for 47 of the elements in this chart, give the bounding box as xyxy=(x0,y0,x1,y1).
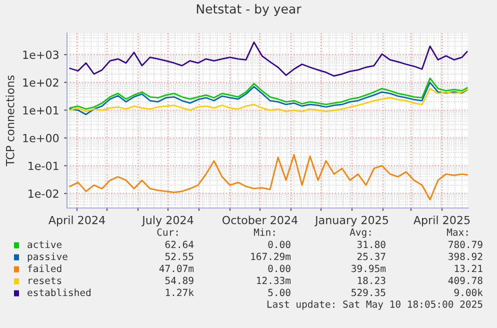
text: Last update: Sat May 10 18:05:00 2025 xyxy=(267,300,482,310)
text: 409.78 xyxy=(448,276,482,284)
text: 0.00 xyxy=(268,240,290,248)
line-series xyxy=(69,42,468,77)
text: 54.89 xyxy=(165,276,194,284)
legend-label: resets xyxy=(28,277,62,284)
text: 1.27k xyxy=(166,288,194,296)
y-tick-label: 1e+00 xyxy=(23,134,59,142)
text: 18.23 xyxy=(358,276,386,284)
line-series xyxy=(69,82,468,116)
text: 780.79 xyxy=(448,240,482,248)
text: 13.21 xyxy=(454,264,482,272)
text: 31.80 xyxy=(357,240,386,248)
text: 47.07m xyxy=(159,264,194,272)
text: Cur: xyxy=(157,228,178,236)
legend-label: established xyxy=(28,288,90,296)
text: 529.35 xyxy=(352,288,386,296)
x-tick-label: October 2024 xyxy=(222,216,298,224)
x-tick-label: July 2024 xyxy=(142,216,194,226)
legend-label: failed xyxy=(28,264,62,272)
x-tick-label: January 2025 xyxy=(314,216,388,226)
text: Avg: xyxy=(350,228,371,238)
line-series xyxy=(69,78,468,110)
chart-title: Netstat - by year xyxy=(196,4,302,16)
text: 167.29m xyxy=(251,252,291,260)
text: 12.33m xyxy=(257,276,291,284)
text: 9.00k xyxy=(454,288,483,296)
x-tick-label: April 2024 xyxy=(48,216,105,226)
text: 25.37 xyxy=(357,252,386,260)
text: 398.92 xyxy=(448,252,482,260)
text: 39.95m xyxy=(352,264,386,272)
y-axis-title: TCP connections xyxy=(6,75,14,166)
legend-label: passive xyxy=(28,252,68,262)
legend-label: active xyxy=(28,240,62,248)
y-tick-label: 1e+01 xyxy=(23,106,58,115)
x-tick-label: April 2025 xyxy=(413,216,470,226)
text: 62.64 xyxy=(165,240,194,248)
y-tick-label: 1e-01 xyxy=(28,162,58,170)
y-tick-label: 1e+03 xyxy=(23,50,58,59)
y-tick-label: 1e-02 xyxy=(28,189,58,198)
y-tick-label: 1e+02 xyxy=(23,78,58,87)
text: 52.55 xyxy=(165,252,194,260)
text: 0.00 xyxy=(268,264,290,272)
text: 5.00 xyxy=(268,288,290,296)
line-series xyxy=(69,88,468,112)
text: Min: xyxy=(254,228,275,236)
text: Max: xyxy=(446,228,468,236)
